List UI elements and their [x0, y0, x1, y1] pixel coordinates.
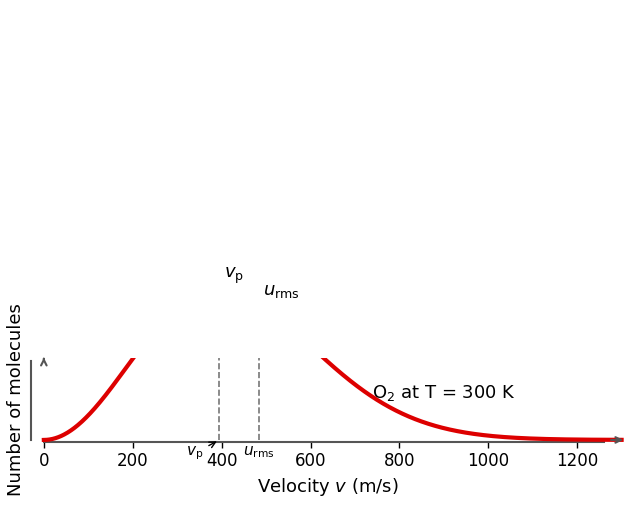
Point — [215, 285, 225, 293]
X-axis label: Velocity $v$ (m/s): Velocity $v$ (m/s) — [258, 476, 399, 498]
Text: $u_\mathrm{rms}$: $u_\mathrm{rms}$ — [263, 282, 300, 300]
Text: $v_\mathrm{p}$: $v_\mathrm{p}$ — [186, 442, 216, 462]
Text: $v_\mathrm{p}$: $v_\mathrm{p}$ — [224, 266, 244, 286]
Text: $\mathrm{O_2}$ at T = 300 K: $\mathrm{O_2}$ at T = 300 K — [372, 383, 516, 403]
Point — [253, 299, 263, 307]
Text: $u_\mathrm{rms}$: $u_\mathrm{rms}$ — [243, 444, 274, 460]
Y-axis label: Number of molecules: Number of molecules — [7, 304, 25, 496]
